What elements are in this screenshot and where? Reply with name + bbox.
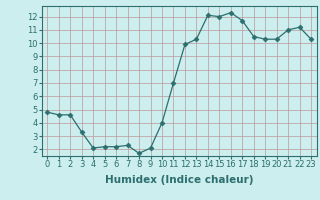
X-axis label: Humidex (Indice chaleur): Humidex (Indice chaleur) bbox=[105, 175, 253, 185]
